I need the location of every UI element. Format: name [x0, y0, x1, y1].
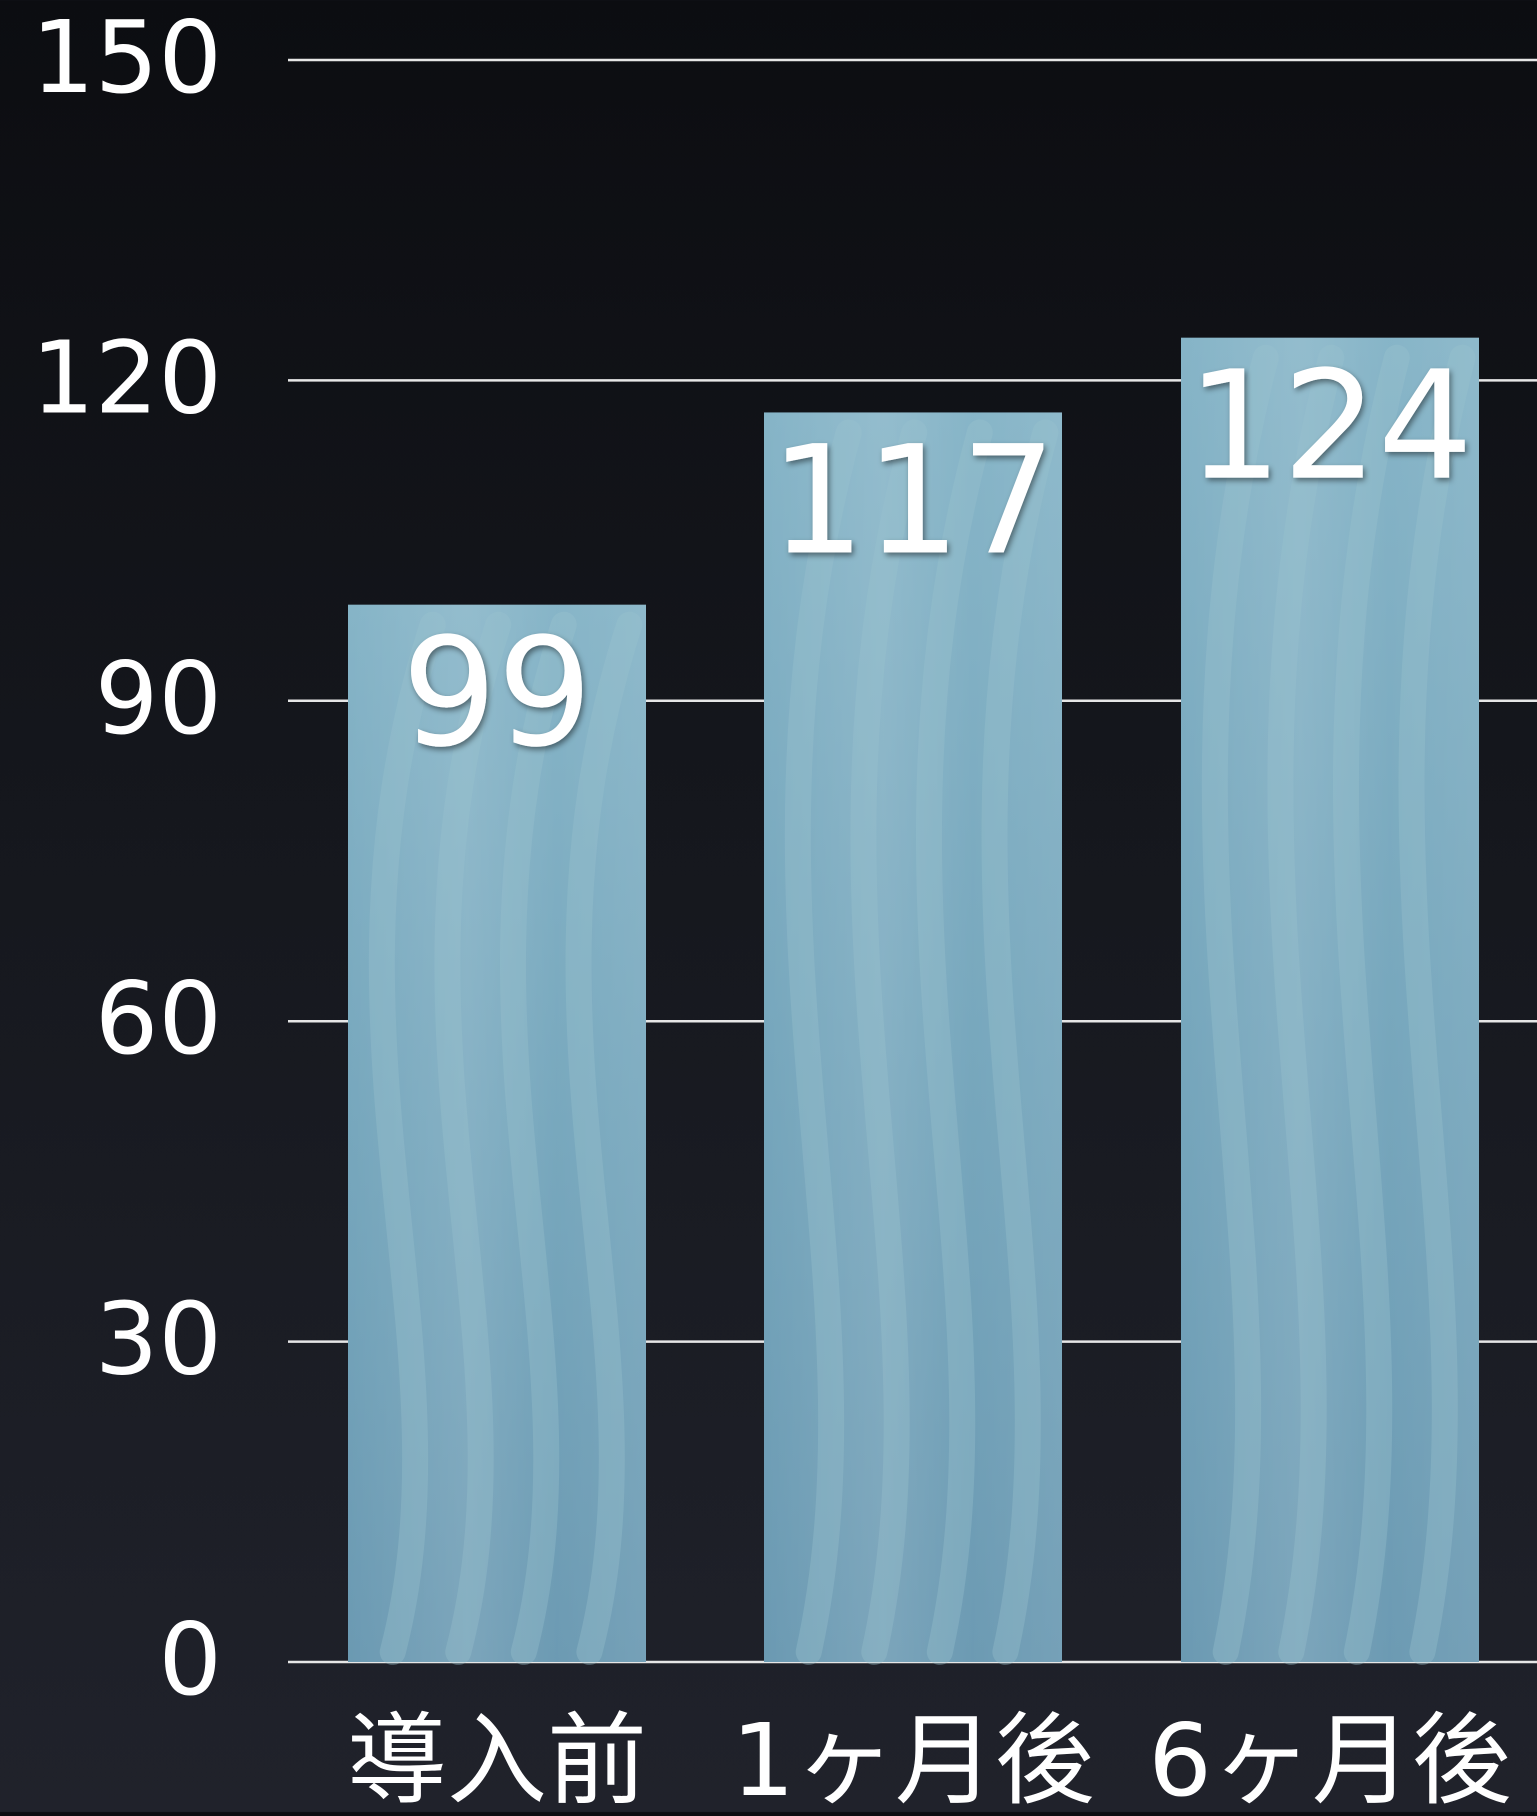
bar-group [348, 604, 646, 1665]
data-labels: 99 117 124 [402, 340, 1474, 781]
y-tick-label: 120 [31, 319, 222, 436]
bars [348, 337, 1479, 1665]
y-tick-label: 0 [158, 1601, 222, 1718]
bar-brush-stroke [915, 419, 993, 1665]
y-tick-label: 30 [95, 1281, 222, 1398]
bar-group [764, 412, 1062, 1665]
bar-brush-stroke [368, 611, 446, 1665]
bar-texture [348, 604, 646, 1663]
bar-brush-stroke [1201, 344, 1279, 1665]
bar-texture [764, 412, 1062, 1663]
y-axis-tick-labels: 0 30 60 90 120 150 [31, 0, 222, 1718]
bar-brush-stroke [784, 419, 862, 1665]
bar-brush-stroke [850, 419, 928, 1665]
data-label: 117 [770, 414, 1056, 588]
data-label: 99 [402, 607, 593, 781]
x-tick-label: 導入前 [347, 1702, 647, 1812]
bar-brush-stroke [499, 611, 577, 1665]
y-tick-label: 60 [95, 960, 222, 1077]
x-tick-label: 1ヶ月後 [731, 1702, 1095, 1812]
bar-brush-stroke [1267, 344, 1345, 1665]
bar-brush-stroke [434, 611, 512, 1665]
bar-brush-stroke [1398, 344, 1476, 1665]
x-tick-label: 6ヶ月後 [1148, 1702, 1512, 1812]
bar-brush-stroke [1332, 344, 1410, 1665]
bar-brush-stroke [565, 611, 643, 1665]
data-label: 124 [1187, 340, 1473, 514]
x-axis-tick-labels: 導入前 1ヶ月後 6ヶ月後 [347, 1702, 1512, 1816]
bar-group [1181, 337, 1479, 1665]
bar-brush-stroke [981, 419, 1059, 1665]
y-tick-label: 150 [31, 0, 222, 116]
y-tick-label: 90 [95, 640, 222, 757]
bar-texture [1181, 337, 1479, 1663]
